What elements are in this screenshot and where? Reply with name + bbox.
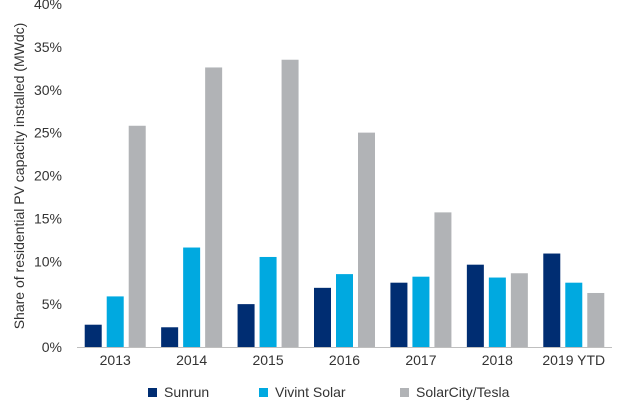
x-tick-label: 2016 [329,352,360,368]
bar-sunrun-2015 [237,304,255,347]
y-axis-title-group: Share of residential PV capacity install… [11,23,27,330]
legend-label: SolarCity/Tesla [416,384,510,400]
bar-vivint-solar-2018 [488,277,506,347]
x-tick-label: 2019 YTD [542,352,605,368]
bar-solarcity-tesla-2013 [128,125,146,347]
y-tick-label: 20% [34,168,62,184]
y-tick-label: 10% [34,253,62,269]
bar-vivint-solar-2014 [183,247,201,347]
legend-label: Sunrun [164,384,209,400]
bar-solarcity-tesla-2014 [205,67,223,347]
bars [84,59,605,348]
legend-item-vivint-solar: Vivint Solar [259,384,346,400]
legend-item-solarcity-tesla: SolarCity/Tesla [400,384,510,400]
bar-sunrun-2013 [84,324,102,347]
legend-label: Vivint Solar [275,384,346,400]
y-tick-label: 30% [34,82,62,98]
bar-solarcity-tesla-2017 [434,212,452,347]
legend-swatch [400,388,409,397]
y-tick-label: 15% [34,210,62,226]
x-tick-label: 2018 [482,352,513,368]
y-tick-labels: 0% 5% 10% 15% 20% 25% 30% 35% 40% [34,0,62,355]
bar-vivint-solar-2013 [106,296,124,347]
bar-vivint-solar-2019-ytd [565,282,583,347]
x-tick-labels: 2013 2014 2015 2016 2017 2018 2019 YTD [100,352,606,368]
y-tick-label: 35% [34,39,62,55]
x-tick-label: 2013 [100,352,131,368]
legend-swatch [148,388,157,397]
bar-vivint-solar-2015 [259,256,277,347]
bar-sunrun-2016 [314,287,331,347]
bar-sunrun-2019-ytd [543,253,561,347]
bar-solarcity-tesla-2018 [510,273,528,347]
y-tick-label: 25% [34,125,62,141]
bar-solarcity-tesla-2015 [281,59,299,348]
x-tick-label: 2017 [405,352,436,368]
bar-sunrun-2018 [466,264,484,347]
bar-vivint-solar-2016 [336,274,353,347]
bar-sunrun-2014 [161,327,179,347]
y-tick-label: 5% [42,296,62,312]
legend: Sunrun Vivint Solar SolarCity/Tesla [148,384,510,400]
bar-sunrun-2017 [390,282,408,347]
bar-vivint-solar-2017 [412,276,430,347]
legend-swatch [259,388,268,397]
y-tick-label: 40% [34,0,62,12]
bar-solarcity-tesla-2016 [358,132,375,347]
y-axis-title: Share of residential PV capacity install… [11,23,27,330]
y-tick-label: 0% [42,339,62,355]
legend-item-sunrun: Sunrun [148,384,209,400]
x-tick-label: 2014 [176,352,207,368]
x-tick-label: 2015 [252,352,283,368]
bar-solarcity-tesla-2019-ytd [587,292,605,347]
